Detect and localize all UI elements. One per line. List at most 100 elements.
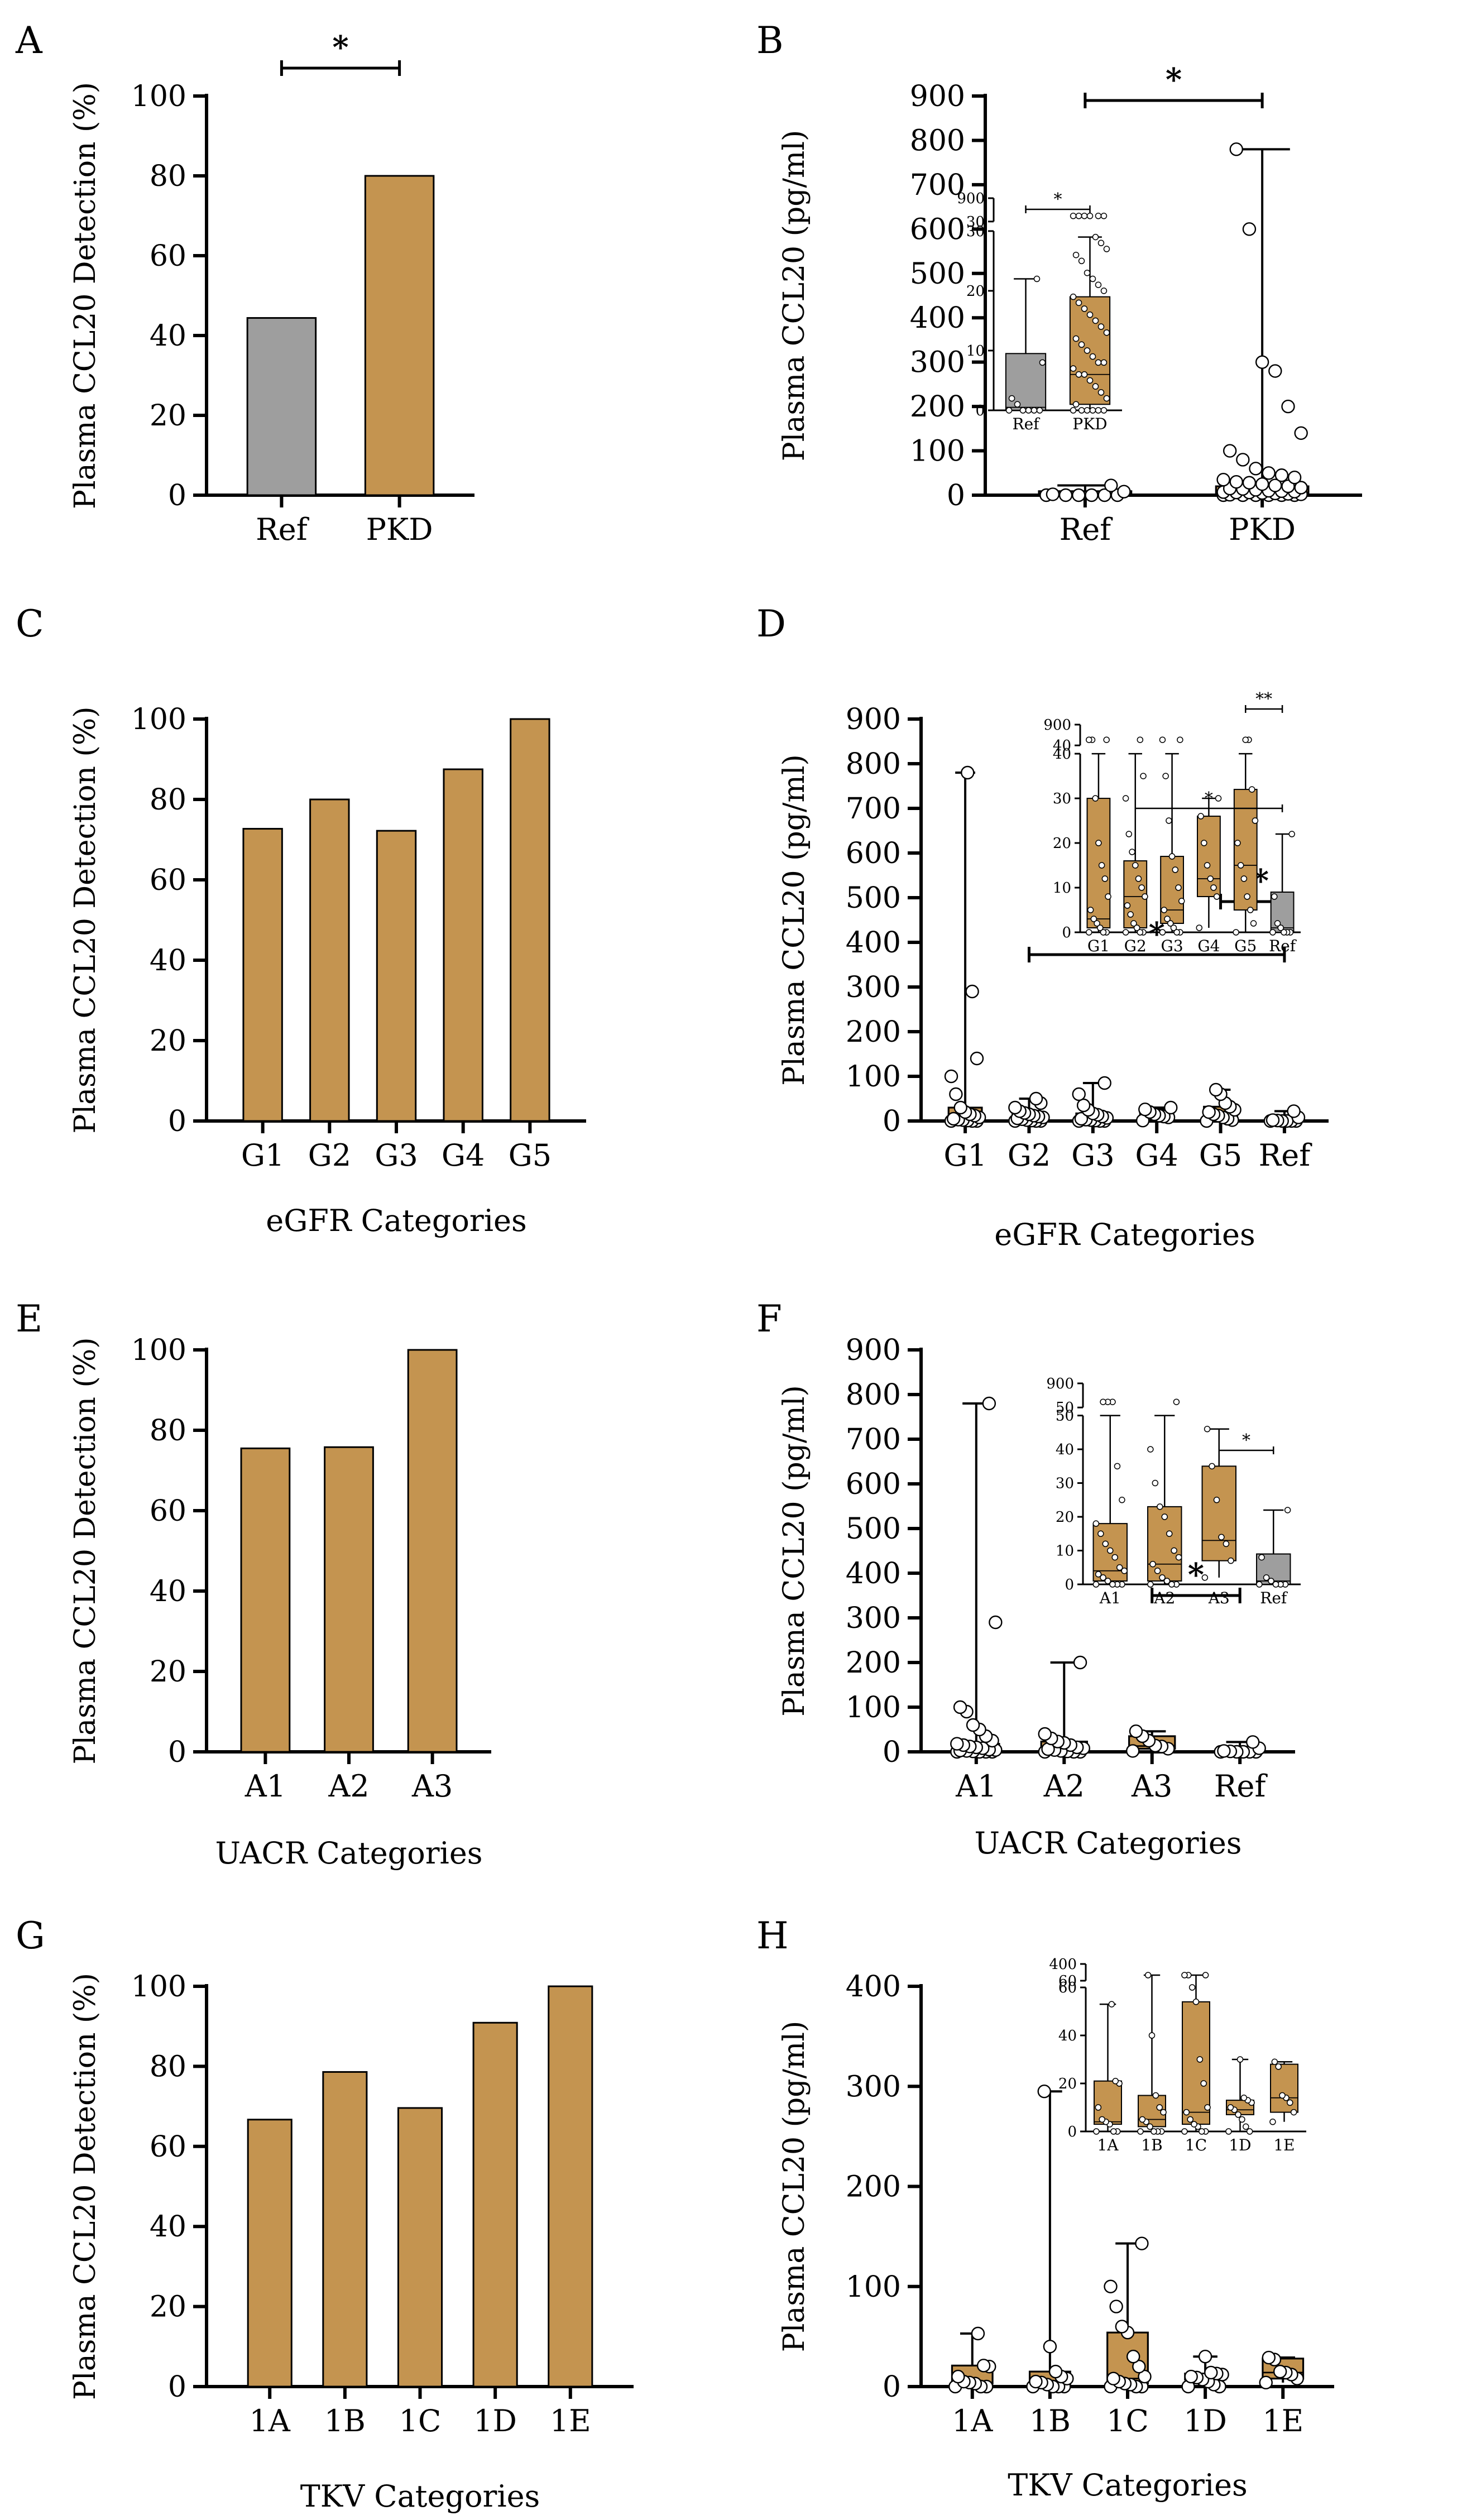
data-point bbox=[1200, 2080, 1207, 2087]
data-point bbox=[1188, 1984, 1196, 1991]
y-tick-label: 600 bbox=[846, 837, 901, 870]
y-tick-label: 100 bbox=[131, 1970, 186, 2004]
data-point bbox=[1164, 1100, 1178, 1115]
y-axis-label: Plasma CCL20 Detection (%) bbox=[69, 1337, 102, 1764]
data-point bbox=[1037, 2085, 1051, 2099]
data-point bbox=[1084, 270, 1091, 276]
inset-y-tick-label: 20 bbox=[1053, 835, 1071, 852]
inset-y-tick-label: 0 bbox=[1067, 2124, 1077, 2140]
data-point bbox=[1242, 222, 1257, 236]
x-tick-label: 1E bbox=[550, 2403, 591, 2438]
data-point bbox=[1229, 142, 1243, 156]
x-tick-label: G5 bbox=[509, 1138, 552, 1173]
data-point bbox=[1147, 2123, 1153, 2130]
data-point bbox=[1104, 2279, 1118, 2293]
data-point bbox=[1100, 288, 1108, 294]
y-tick-label: 0 bbox=[883, 1736, 901, 1769]
inset-y-tick-label: 20 bbox=[1056, 1509, 1074, 1526]
data-point bbox=[1099, 2116, 1105, 2123]
x-tick-label: A2 bbox=[328, 1769, 369, 1804]
data-point bbox=[1284, 1507, 1291, 1513]
data-point bbox=[1147, 1446, 1154, 1453]
y-tick-label: 600 bbox=[910, 213, 965, 246]
y-tick-label: 300 bbox=[846, 2070, 901, 2104]
box-a2 bbox=[1038, 1655, 1090, 1759]
box-ref bbox=[1214, 1735, 1266, 1759]
data-point bbox=[1097, 1076, 1111, 1090]
significance-label: * bbox=[1166, 61, 1182, 98]
y-tick-label: 80 bbox=[150, 783, 186, 817]
y-tick-label: 0 bbox=[168, 2370, 186, 2404]
data-point bbox=[1072, 1087, 1086, 1101]
data-point bbox=[1166, 817, 1172, 824]
data-point bbox=[1162, 773, 1169, 779]
data-point bbox=[1164, 916, 1171, 922]
data-point bbox=[1092, 1581, 1100, 1588]
data-point bbox=[989, 1615, 1003, 1630]
data-point bbox=[1100, 213, 1108, 219]
data-point bbox=[1087, 907, 1094, 913]
data-point bbox=[1152, 1479, 1159, 1487]
bar-1b bbox=[322, 2071, 368, 2388]
data-point bbox=[1106, 2372, 1120, 2385]
data-point bbox=[1272, 1581, 1279, 1588]
data-point bbox=[1081, 305, 1088, 312]
data-point bbox=[1133, 924, 1140, 931]
y-tick-label: 40 bbox=[150, 1575, 186, 1608]
y-tick-label: 0 bbox=[168, 479, 186, 512]
inset-y-tick-label: 10 bbox=[1053, 880, 1071, 897]
data-point bbox=[1089, 353, 1096, 360]
inset-y-tick-label: 0 bbox=[1065, 1577, 1074, 1593]
box-pkd bbox=[1215, 142, 1310, 502]
panel-letter: A bbox=[15, 19, 43, 62]
y-tick-label: 60 bbox=[150, 239, 186, 273]
x-tick-label: G1 bbox=[943, 1138, 987, 1173]
bar-g1 bbox=[242, 828, 283, 1122]
x-tick-label: G2 bbox=[308, 1138, 352, 1173]
data-point bbox=[1078, 407, 1085, 414]
data-point bbox=[1159, 736, 1166, 743]
inset-y-tick-label: 10 bbox=[1056, 1543, 1074, 1560]
x-tick-label: 1C bbox=[399, 2403, 442, 2438]
y-tick-label: 100 bbox=[131, 80, 186, 113]
data-point bbox=[1008, 1100, 1022, 1115]
y-axis-label: Plasma CCL20 (pg/ml) bbox=[778, 754, 811, 1086]
y-axis-label: Plasma CCL20 Detection (%) bbox=[69, 1973, 102, 2400]
box-a1 bbox=[950, 1396, 1003, 1759]
inset-x-tick-label: G4 bbox=[1197, 937, 1220, 955]
data-point bbox=[1109, 1581, 1116, 1588]
data-point bbox=[1100, 1398, 1106, 1405]
data-point bbox=[1095, 1571, 1102, 1578]
box-g3 bbox=[1072, 1076, 1114, 1128]
y-tick-label: 500 bbox=[910, 257, 965, 291]
inset-x-tick-label: G5 bbox=[1234, 937, 1257, 955]
data-point bbox=[976, 2359, 991, 2373]
data-point bbox=[1244, 893, 1250, 900]
data-point bbox=[1125, 831, 1133, 837]
data-point bbox=[1100, 929, 1107, 936]
data-point bbox=[1109, 2299, 1123, 2313]
data-point bbox=[961, 765, 975, 780]
data-point bbox=[1138, 1102, 1152, 1117]
data-point bbox=[1081, 213, 1088, 219]
inset-y-tick-label: 20 bbox=[1058, 2076, 1077, 2092]
inset-y-tick-label: 50 bbox=[1056, 1408, 1074, 1425]
data-point bbox=[1070, 365, 1077, 372]
data-point bbox=[1294, 481, 1308, 495]
data-point bbox=[1092, 1520, 1100, 1527]
data-point bbox=[1154, 1568, 1161, 1574]
x-axis-label: UACR Categories bbox=[975, 1826, 1242, 1861]
inset-y-tick-label: 900 bbox=[1043, 717, 1071, 734]
x-tick-label: 1D bbox=[1183, 2403, 1227, 2438]
x-tick-label: G3 bbox=[375, 1138, 418, 1173]
data-point bbox=[1183, 2109, 1190, 2116]
box-a3 bbox=[1201, 1426, 1236, 1581]
data-point bbox=[1084, 347, 1091, 354]
data-point bbox=[1204, 2365, 1218, 2380]
bar-a1 bbox=[240, 1447, 291, 1753]
data-point bbox=[1287, 1104, 1301, 1118]
y-tick-label: 0 bbox=[947, 479, 965, 512]
